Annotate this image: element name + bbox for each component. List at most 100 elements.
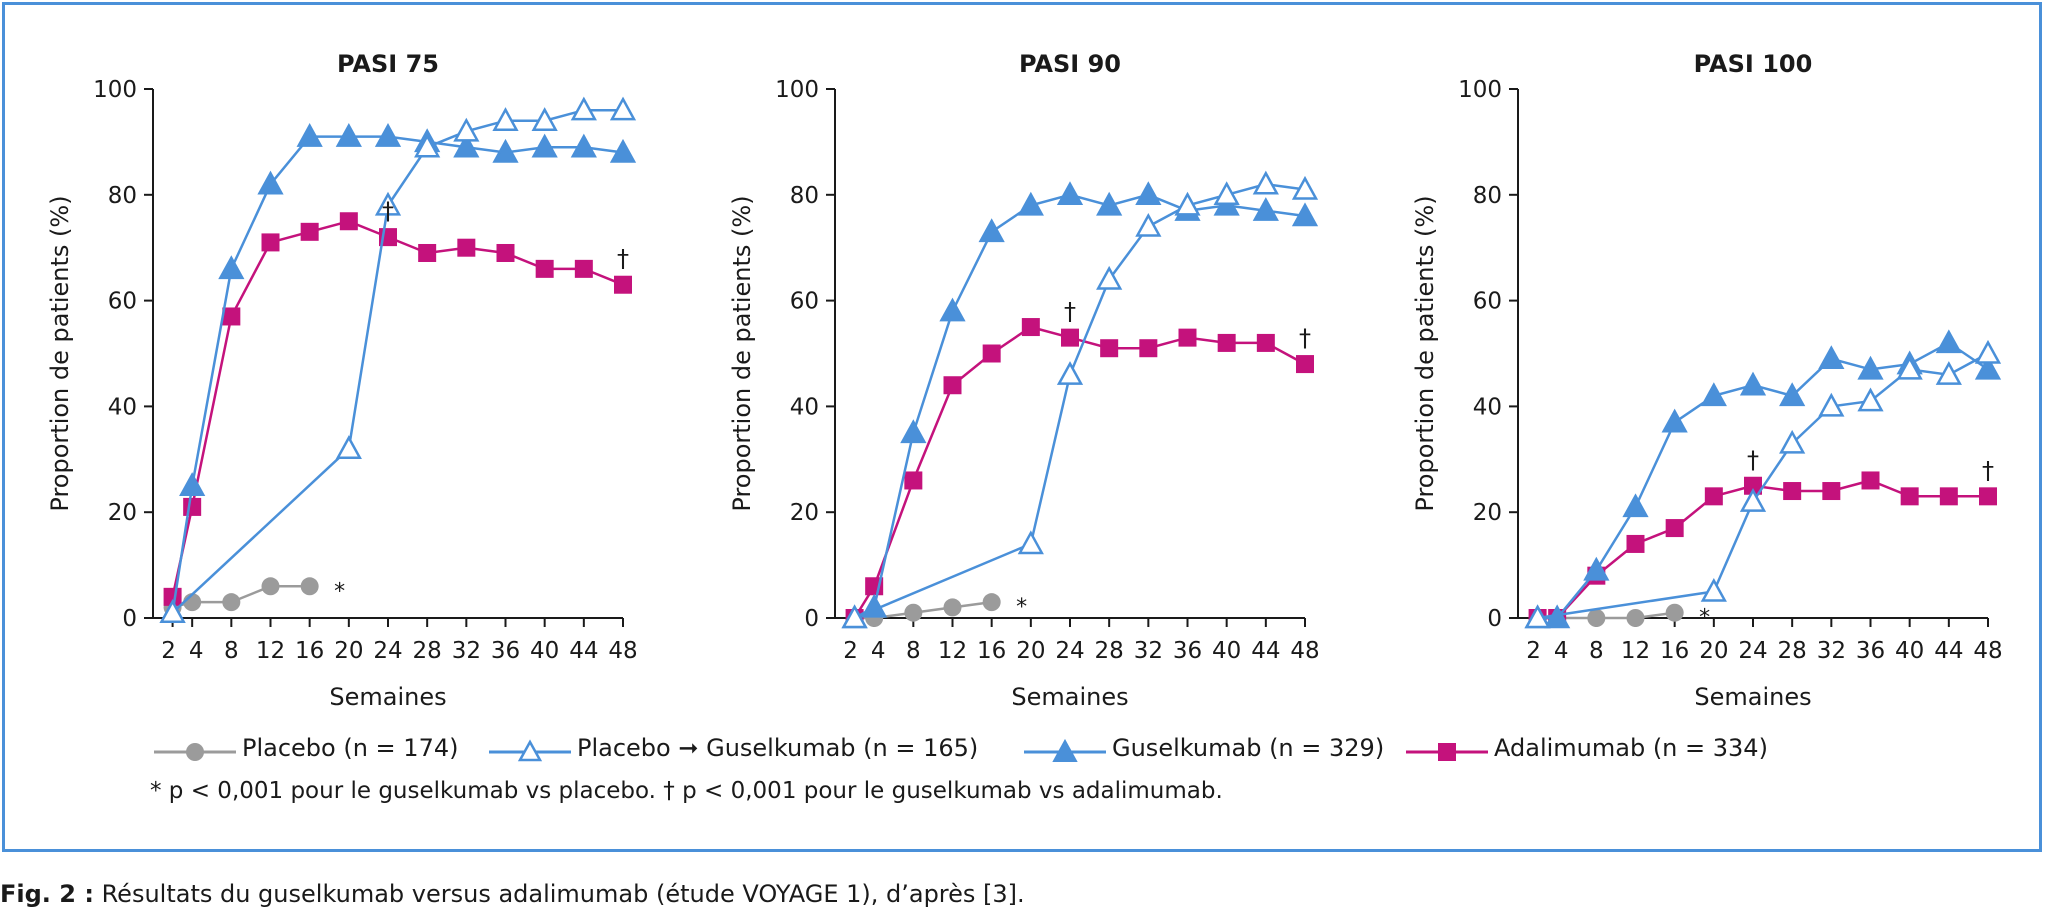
data-point-guselkumab [531, 133, 558, 158]
x-tick-label: 44 [569, 638, 598, 664]
data-point-adalimumab [982, 344, 1001, 363]
placebo-marker-icon [154, 743, 236, 761]
data-point-guselkumab [1017, 191, 1044, 216]
data-point-placebo [300, 577, 319, 596]
series-placebo [163, 577, 319, 617]
data-point-placebo-guselkumab [841, 604, 868, 629]
data-point-adalimumab [1822, 482, 1841, 501]
y-tick-label: 80 [790, 183, 819, 209]
data-point-placebo-guselkumab [374, 191, 402, 216]
data-point-adalimumab [1979, 487, 1997, 506]
series-line-adalimumab [1537, 479, 1988, 620]
x-tick-label: 12 [256, 638, 285, 664]
data-point-placebo [1665, 603, 1684, 622]
data-point-adalimumab [535, 259, 554, 278]
data-point-guselkumab [1818, 345, 1845, 370]
x-tick-label: 24 [1738, 638, 1767, 664]
x-tick-label: 8 [1589, 638, 1604, 664]
data-point-adalimumab [183, 497, 202, 516]
data-point-adalimumab [1061, 328, 1079, 347]
x-tick-label: 48 [1973, 638, 2002, 664]
data-point-placebo [904, 603, 923, 622]
data-point-guselkumab [1135, 181, 1162, 206]
series-guselkumab [159, 123, 637, 623]
data-point-guselkumab [296, 123, 323, 147]
data-point-adalimumab [1296, 355, 1314, 374]
data-point-adalimumab [1139, 339, 1158, 358]
data-point-guselkumab [1700, 382, 1727, 407]
data-point-guselkumab [1252, 197, 1279, 221]
data-point-guselkumab [1779, 382, 1806, 407]
data-point-guselkumab [1291, 202, 1319, 227]
data-point-placebo-guselkumab [1524, 604, 1551, 629]
data-point-placebo-guselkumab [531, 107, 558, 131]
y-tick-label: 60 [108, 289, 137, 315]
annotation: * [1699, 606, 1710, 631]
data-point-adalimumab [1100, 339, 1119, 358]
data-point-guselkumab [257, 170, 284, 195]
y-tick-label: 80 [1473, 183, 1502, 209]
x-tick-label: 28 [1095, 638, 1124, 664]
y-axis-label: Proportion de patients (%) [1411, 195, 1439, 511]
data-point-guselkumab [374, 123, 402, 147]
data-point-adalimumab [1783, 482, 1802, 501]
series-line-placebo-guselkumab [171, 108, 623, 614]
data-point-placebo-guselkumab [1252, 170, 1279, 195]
data-point-placebo-guselkumab [1017, 530, 1044, 555]
data-point-guselkumab [609, 138, 637, 163]
series-placebo-guselkumab [159, 96, 637, 623]
legend-label-placebo-guselkumab: Placebo ➞ Guselkumab (n = 165) [577, 734, 979, 762]
data-point-adalimumab [1861, 471, 1880, 490]
x-tick-label: 28 [1778, 638, 1807, 664]
y-axis-label: Proportion de patients (%) [46, 195, 74, 511]
x-tick-label: 20 [334, 638, 363, 664]
y-tick-label: 60 [790, 289, 819, 315]
x-tick-label: 28 [413, 638, 442, 664]
annotation: † [1299, 324, 1311, 352]
x-tick-label: 48 [608, 638, 637, 664]
data-point-placebo-guselkumab [1896, 355, 1923, 380]
x-tick-label: 20 [1016, 638, 1045, 664]
data-point-guselkumab [492, 138, 519, 163]
x-tick-label: 4 [189, 638, 204, 664]
series-adalimumab [1528, 471, 1997, 627]
legend-label-adalimumab: Adalimumab (n = 334) [1494, 734, 1768, 762]
data-point-adalimumab [1704, 487, 1723, 506]
data-point-adalimumab [418, 243, 437, 262]
data-point-placebo-guselkumab [1096, 265, 1123, 290]
data-point-guselkumab [900, 419, 927, 444]
y-tick-label: 0 [804, 606, 819, 632]
data-point-guselkumab [570, 133, 597, 158]
series-adalimumab [163, 212, 632, 606]
data-point-guselkumab [939, 297, 966, 322]
x-tick-label: 32 [1817, 638, 1846, 664]
figure-caption: Fig. 2 : Résultats du guselkumab versus … [0, 880, 1025, 908]
y-tick-label: 40 [790, 394, 819, 420]
data-point-adalimumab [1178, 328, 1197, 347]
data-point-placebo [261, 577, 280, 596]
data-point-adalimumab [1900, 487, 1919, 506]
data-point-adalimumab [457, 238, 476, 257]
y-tick-label: 0 [122, 606, 137, 632]
x-tick-label: 2 [161, 638, 176, 664]
data-point-placebo-guselkumab [1857, 387, 1884, 412]
data-point-adalimumab [1939, 487, 1958, 506]
data-point-guselkumab [1583, 556, 1610, 581]
data-point-guselkumab [218, 255, 245, 280]
x-tick-label: 8 [906, 638, 921, 664]
data-point-placebo-guselkumab [335, 435, 362, 459]
y-tick-label: 40 [1473, 394, 1502, 420]
figure-frame [2, 2, 2042, 852]
caption-text: Résultats du guselkumab versus adalimuma… [101, 880, 1025, 908]
legend-label-guselkumab: Guselkumab (n = 329) [1112, 734, 1385, 762]
y-axis-label: Proportion de patients (%) [728, 195, 756, 511]
data-point-guselkumab [1935, 329, 1962, 354]
x-tick-label: 40 [1895, 638, 1924, 664]
adalimumab-marker-icon [1406, 743, 1488, 761]
data-point-guselkumab [453, 133, 480, 158]
annotation: * [1016, 595, 1027, 620]
y-tick-label: 60 [1473, 289, 1502, 315]
x-tick-label: 32 [1134, 638, 1163, 664]
chart-title: PASI 100 [1694, 50, 1813, 78]
